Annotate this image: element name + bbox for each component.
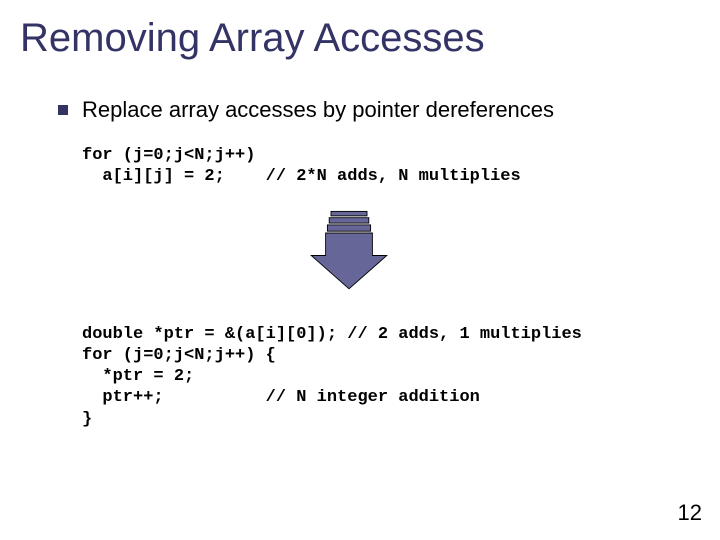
bullet-square-icon bbox=[58, 105, 68, 115]
code-block-after: double *ptr = &(a[i][0]); // 2 adds, 1 m… bbox=[82, 324, 720, 430]
down-arrow-icon bbox=[304, 206, 394, 296]
bullet-item: Replace array accesses by pointer derefe… bbox=[58, 97, 720, 123]
code-block-before: for (j=0;j<N;j++) a[i][j] = 2; // 2*N ad… bbox=[82, 145, 720, 188]
page-number: 12 bbox=[678, 500, 702, 526]
arrow-container bbox=[18, 206, 680, 296]
bullet-text: Replace array accesses by pointer derefe… bbox=[82, 97, 554, 123]
content-area: Replace array accesses by pointer derefe… bbox=[0, 61, 720, 430]
slide-title: Removing Array Accesses bbox=[0, 0, 720, 61]
